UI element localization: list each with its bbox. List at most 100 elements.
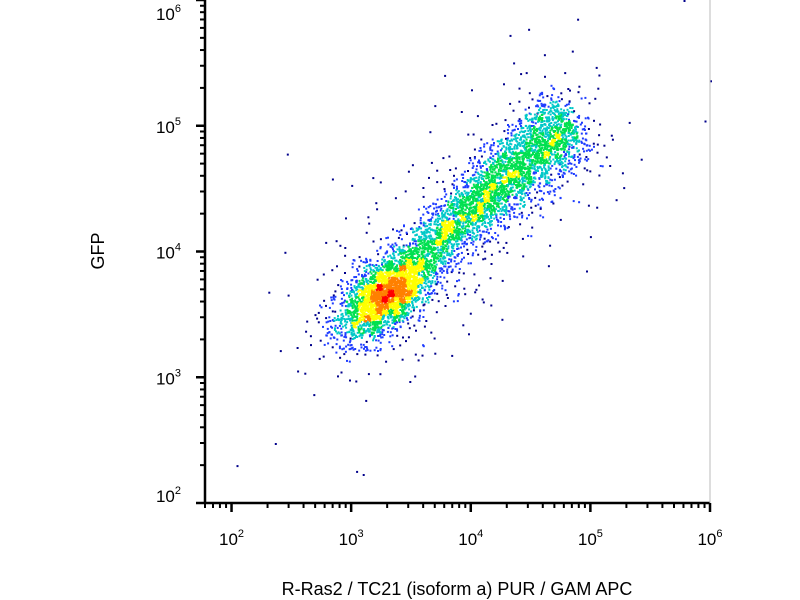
data-point bbox=[458, 220, 461, 222]
data-point bbox=[504, 166, 506, 169]
data-point bbox=[386, 250, 389, 253]
data-point bbox=[417, 265, 420, 268]
data-point bbox=[401, 289, 404, 292]
data-point bbox=[447, 245, 450, 248]
data-point bbox=[420, 230, 423, 233]
data-point bbox=[505, 188, 508, 190]
data-point bbox=[378, 277, 381, 280]
data-point bbox=[405, 254, 407, 257]
data-point bbox=[357, 283, 360, 286]
data-point bbox=[387, 288, 390, 291]
data-point bbox=[397, 298, 400, 301]
data-point bbox=[426, 228, 429, 231]
data-point bbox=[442, 250, 445, 253]
data-point bbox=[447, 266, 450, 269]
data-point bbox=[541, 117, 544, 119]
data-point bbox=[373, 282, 376, 285]
data-point bbox=[478, 208, 481, 211]
data-point bbox=[505, 147, 508, 150]
data-point bbox=[335, 319, 338, 321]
data-point bbox=[391, 282, 394, 285]
data-point bbox=[554, 139, 557, 142]
data-point bbox=[455, 208, 457, 210]
data-point bbox=[358, 289, 361, 292]
data-point bbox=[429, 239, 432, 242]
data-point bbox=[537, 157, 540, 160]
data-point bbox=[523, 146, 526, 149]
data-point bbox=[399, 266, 402, 269]
data-point bbox=[596, 143, 599, 146]
data-point bbox=[371, 284, 373, 287]
data-point bbox=[358, 265, 361, 268]
data-point bbox=[386, 300, 389, 303]
data-point bbox=[486, 170, 489, 173]
data-point bbox=[520, 197, 523, 200]
data-point bbox=[353, 326, 356, 329]
data-point bbox=[414, 287, 417, 290]
data-point bbox=[565, 124, 568, 127]
data-point bbox=[436, 198, 439, 201]
data-point bbox=[580, 132, 583, 135]
data-point bbox=[556, 126, 559, 129]
data-point bbox=[471, 167, 474, 169]
data-point bbox=[516, 160, 519, 163]
data-point bbox=[493, 183, 495, 186]
data-point bbox=[526, 156, 529, 159]
data-point bbox=[350, 294, 353, 297]
data-point bbox=[536, 191, 539, 194]
data-point bbox=[345, 323, 348, 326]
data-point bbox=[356, 313, 359, 316]
data-point bbox=[531, 128, 534, 131]
data-point bbox=[490, 220, 493, 222]
data-point bbox=[563, 141, 566, 144]
data-point bbox=[383, 334, 386, 336]
data-point bbox=[461, 233, 464, 236]
data-point bbox=[350, 318, 353, 321]
data-point bbox=[518, 118, 521, 121]
data-point bbox=[361, 295, 364, 298]
data-point bbox=[513, 157, 516, 159]
data-point bbox=[479, 198, 482, 201]
data-point bbox=[487, 222, 490, 224]
data-point bbox=[543, 163, 546, 165]
data-point bbox=[394, 303, 397, 306]
data-point bbox=[446, 241, 449, 244]
data-point bbox=[371, 289, 374, 292]
data-point bbox=[384, 271, 387, 274]
data-point bbox=[450, 192, 453, 195]
data-point bbox=[531, 160, 534, 163]
data-point bbox=[384, 262, 387, 265]
data-point bbox=[392, 318, 395, 321]
data-point bbox=[379, 304, 382, 307]
data-point bbox=[384, 312, 387, 315]
data-point bbox=[462, 177, 465, 179]
data-point bbox=[442, 224, 445, 227]
data-point bbox=[391, 261, 393, 264]
data-point bbox=[405, 294, 408, 297]
data-point bbox=[507, 193, 510, 196]
data-point bbox=[372, 294, 375, 297]
data-point bbox=[406, 311, 408, 314]
data-point bbox=[453, 211, 455, 214]
data-point bbox=[456, 191, 459, 194]
data-point bbox=[378, 292, 381, 295]
data-point bbox=[356, 269, 359, 272]
data-point bbox=[578, 161, 580, 164]
data-point bbox=[371, 278, 374, 281]
data-point bbox=[438, 236, 440, 239]
data-point bbox=[540, 104, 543, 107]
data-point bbox=[502, 145, 505, 148]
data-point bbox=[343, 353, 346, 356]
data-point bbox=[392, 248, 394, 251]
data-point bbox=[585, 156, 588, 158]
data-point bbox=[379, 274, 382, 277]
data-point bbox=[347, 317, 350, 320]
data-point bbox=[403, 312, 406, 315]
data-point bbox=[524, 114, 527, 117]
data-point bbox=[549, 190, 552, 193]
data-point bbox=[364, 293, 367, 296]
data-point bbox=[468, 162, 471, 165]
data-point bbox=[576, 136, 579, 139]
data-point bbox=[556, 108, 559, 111]
